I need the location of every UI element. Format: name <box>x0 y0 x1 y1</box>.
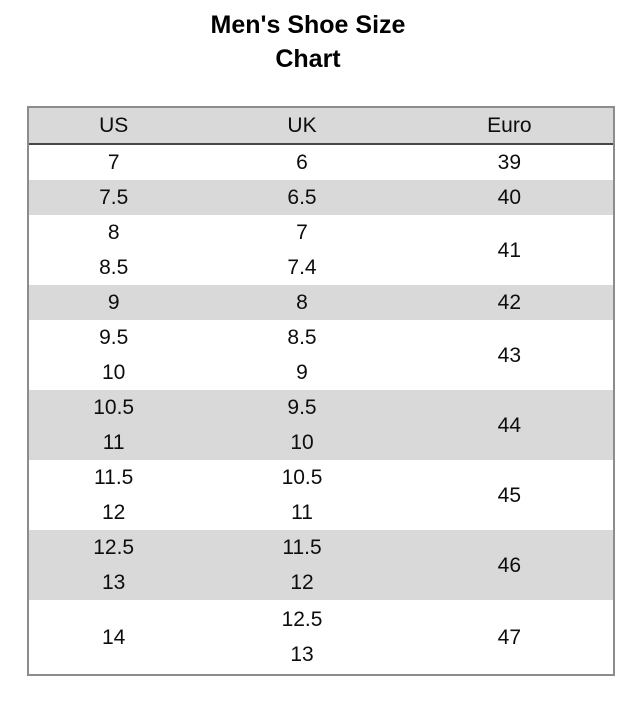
euro-value: 45 <box>497 483 521 507</box>
us-value: 13 <box>102 571 126 594</box>
chart-title: Men's Shoe Size Chart <box>0 8 616 76</box>
cell-us: 11.5 12 <box>29 460 198 530</box>
cell-uk: 8 <box>198 285 405 320</box>
cell-uk: 11.5 12 <box>198 530 405 600</box>
us-value: 7.5 <box>99 186 129 209</box>
euro-value: 47 <box>497 625 521 649</box>
cell-euro: 44 <box>406 390 613 460</box>
uk-value: 8 <box>296 291 308 314</box>
table-row: 11.5 12 10.5 11 45 <box>29 460 613 530</box>
table-row: 7 6 39 <box>29 145 613 180</box>
cell-uk: 12.5 13 <box>198 600 405 674</box>
euro-value: 42 <box>497 291 521 314</box>
column-header-euro: Euro <box>406 108 613 143</box>
uk-value: 11 <box>291 501 313 524</box>
euro-value: 43 <box>497 343 521 367</box>
uk-value: 7.4 <box>287 256 317 279</box>
uk-value: 6.5 <box>287 186 317 209</box>
cell-us: 7 <box>29 145 198 180</box>
us-value: 7 <box>107 151 120 174</box>
uk-value: 9 <box>296 361 308 384</box>
us-value: 10 <box>102 361 126 384</box>
cell-us: 10.5 11 <box>29 390 198 460</box>
cell-uk: 10.5 11 <box>198 460 405 530</box>
us-value: 14 <box>102 625 126 649</box>
table-row: 9.5 10 8.5 9 43 <box>29 320 613 390</box>
uk-value: 10 <box>290 431 314 454</box>
us-value: 8.5 <box>99 256 129 279</box>
uk-value: 8.5 <box>287 326 317 349</box>
cell-us: 9.5 10 <box>29 320 198 390</box>
euro-value: 39 <box>497 151 521 174</box>
shoe-size-table: US UK Euro 7 6 39 7.5 6. <box>27 106 615 676</box>
cell-euro: 39 <box>406 145 613 180</box>
table-row: 10.5 11 9.5 10 44 <box>29 390 613 460</box>
column-header-us: US <box>29 108 198 143</box>
euro-value: 44 <box>497 413 521 437</box>
us-value: 11 <box>102 431 125 454</box>
chart-title-line2: Chart <box>275 45 341 73</box>
euro-value: 41 <box>497 238 521 262</box>
uk-value: 10.5 <box>281 466 323 489</box>
cell-uk: 9.5 10 <box>198 390 405 460</box>
cell-euro: 40 <box>406 180 613 215</box>
cell-us: 8 8.5 <box>29 215 198 285</box>
uk-value: 12.5 <box>281 608 323 631</box>
table-row: 7.5 6.5 40 <box>29 180 613 215</box>
cell-euro: 47 <box>406 600 613 674</box>
uk-value: 12 <box>290 571 314 594</box>
uk-value: 6 <box>296 151 308 174</box>
cell-uk: 6.5 <box>198 180 405 215</box>
column-header-uk-label: UK <box>287 114 317 137</box>
cell-euro: 42 <box>406 285 613 320</box>
table-row: 12.5 13 11.5 12 46 <box>29 530 613 600</box>
column-header-us-label: US <box>99 114 129 137</box>
column-header-uk: UK <box>198 108 405 143</box>
cell-euro: 45 <box>406 460 613 530</box>
us-value: 9 <box>107 291 120 314</box>
us-value: 8 <box>107 221 120 244</box>
table-header-row: US UK Euro <box>29 108 613 145</box>
table-row: 14 12.5 13 47 <box>29 600 613 674</box>
euro-value: 40 <box>497 186 521 209</box>
us-value: 10.5 <box>93 396 135 419</box>
table-row: 9 8 42 <box>29 285 613 320</box>
cell-euro: 41 <box>406 215 613 285</box>
column-header-euro-label: Euro <box>487 114 532 137</box>
cell-euro: 43 <box>406 320 613 390</box>
table-row: 8 8.5 7 7.4 41 <box>29 215 613 285</box>
us-value: 12 <box>102 501 126 524</box>
cell-uk: 6 <box>198 145 405 180</box>
cell-us: 14 <box>29 600 198 674</box>
us-value: 11.5 <box>94 466 134 489</box>
euro-value: 46 <box>497 553 521 577</box>
cell-us: 9 <box>29 285 198 320</box>
uk-value: 13 <box>290 643 314 666</box>
cell-uk: 8.5 9 <box>198 320 405 390</box>
us-value: 12.5 <box>93 536 135 559</box>
cell-uk: 7 7.4 <box>198 215 405 285</box>
uk-value: 11.5 <box>282 536 322 559</box>
us-value: 9.5 <box>99 326 129 349</box>
uk-value: 7 <box>296 221 308 244</box>
cell-euro: 46 <box>406 530 613 600</box>
cell-us: 12.5 13 <box>29 530 198 600</box>
uk-value: 9.5 <box>287 396 317 419</box>
cell-us: 7.5 <box>29 180 198 215</box>
chart-title-line1: Men's Shoe Size <box>210 11 406 39</box>
